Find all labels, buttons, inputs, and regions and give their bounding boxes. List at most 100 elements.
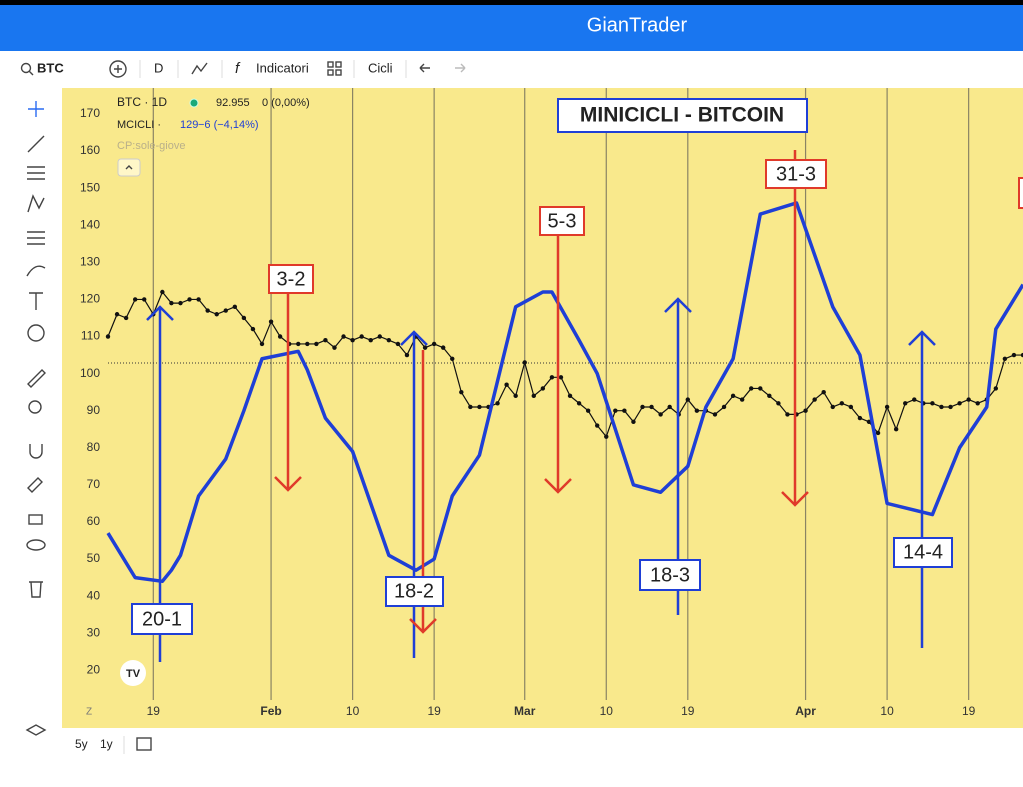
- annotation: 14-4: [903, 541, 943, 563]
- data-point: [649, 404, 654, 410]
- annotation: 31-3: [776, 163, 816, 185]
- app-title: GianTrader: [587, 14, 688, 36]
- text-tool[interactable]: [29, 292, 43, 310]
- data-point: [531, 393, 536, 399]
- data-point: [604, 434, 609, 439]
- unlock-tool[interactable]: [28, 514, 43, 525]
- data-point: [105, 334, 111, 339]
- data-point: [667, 404, 672, 410]
- y-tick-label: 90: [87, 403, 101, 417]
- x-tick-label: Mar: [514, 704, 536, 718]
- data-point: [975, 401, 980, 406]
- arrows: [146, 150, 936, 662]
- delete-tool[interactable]: [29, 581, 43, 598]
- data-point: [359, 334, 364, 339]
- x-tick-label: 19: [147, 704, 161, 718]
- y-tick-label: 140: [80, 217, 100, 231]
- layout-icon: [335, 61, 342, 68]
- lock-draw-tool[interactable]: [27, 477, 43, 493]
- toolbar: [0, 51, 1023, 88]
- x-tick-label: Feb: [260, 704, 281, 718]
- data-point: [839, 401, 845, 406]
- arrow: [781, 150, 809, 507]
- data-point: [404, 352, 410, 358]
- range-button[interactable]: 5y: [75, 737, 88, 751]
- interval-button[interactable]: D: [154, 60, 163, 75]
- data-point: [893, 427, 899, 432]
- data-point: [622, 408, 627, 413]
- date-range-button[interactable]: [136, 737, 152, 751]
- visibility-tool[interactable]: [26, 539, 46, 551]
- ruler-tool[interactable]: [27, 369, 46, 388]
- redo-button[interactable]: [455, 63, 466, 73]
- crosshair-tool[interactable]: [28, 101, 44, 117]
- y-tick-label: 120: [80, 292, 100, 306]
- toolbar-items: BTC D f Indicatori Cicli: [20, 60, 466, 78]
- y-tick-label: 150: [80, 180, 100, 194]
- data-point: [314, 341, 319, 347]
- collapse-icon: [125, 165, 133, 170]
- x-tick-label: 19: [962, 704, 976, 718]
- data-point: [214, 312, 219, 317]
- annotation-box: [765, 159, 827, 189]
- fib-tool[interactable]: [27, 231, 45, 245]
- data-point: [576, 401, 582, 406]
- line-tool[interactable]: [27, 135, 45, 153]
- data-point: [595, 423, 600, 428]
- indicators-button[interactable]: Indicatori: [256, 60, 309, 75]
- data-point: [187, 297, 192, 302]
- range-button[interactable]: 1y: [100, 737, 113, 751]
- legend-indicator: MCICLI ·: [117, 119, 161, 131]
- data-point: [767, 393, 772, 399]
- data-point: [268, 319, 274, 324]
- data-point: [957, 401, 962, 406]
- symbol-button[interactable]: BTC: [37, 60, 64, 75]
- data-point: [1002, 356, 1008, 361]
- y-tick-label: 20: [87, 662, 101, 676]
- chart-background: [62, 88, 1023, 728]
- legend-indicator-value: 129: [180, 119, 198, 131]
- layout-button[interactable]: [327, 61, 342, 76]
- search-icon[interactable]: [20, 62, 32, 74]
- magnet-tool[interactable]: [29, 444, 43, 459]
- data-point: [948, 404, 953, 410]
- y-tick-label: 160: [80, 143, 100, 157]
- data-point: [613, 408, 618, 413]
- emoji-tool[interactable]: [27, 324, 45, 342]
- data-point: [903, 401, 908, 406]
- chart-type-button[interactable]: [191, 62, 208, 75]
- logo-mark: TV: [126, 668, 141, 680]
- data-point: [739, 397, 745, 402]
- brush-tool[interactable]: [26, 265, 46, 277]
- x-tick-label: 10: [346, 704, 360, 718]
- pattern-tool[interactable]: [27, 194, 45, 213]
- data-point: [468, 404, 473, 410]
- channel-tool[interactable]: [27, 166, 45, 180]
- axis-mode[interactable]: Z: [86, 707, 92, 718]
- data-point: [495, 401, 500, 406]
- y-tick-label: 80: [87, 440, 101, 454]
- top-strip: [0, 0, 1023, 5]
- data-point: [205, 308, 210, 313]
- cycles-button[interactable]: Cicli: [368, 60, 393, 75]
- data-point: [142, 297, 147, 302]
- add-button[interactable]: [109, 60, 127, 78]
- annotation-box: [131, 603, 193, 635]
- data-point: [522, 360, 527, 365]
- fx-icon: f: [235, 60, 241, 77]
- data-point: [368, 338, 373, 343]
- zoom-tool[interactable]: [28, 400, 42, 414]
- arrow: [908, 330, 936, 648]
- grid: 20 30 40 50 60 70 80 90 100 110 120 130 140 150 160 170…: [80, 88, 976, 718]
- collapse-button[interactable]: [117, 158, 141, 177]
- layers-button[interactable]: [25, 724, 47, 736]
- data-point: [939, 404, 944, 410]
- data-point: [685, 397, 691, 402]
- data-point: [513, 393, 518, 399]
- data-point: [776, 401, 781, 406]
- data-point: [477, 404, 482, 410]
- undo-button[interactable]: [419, 63, 430, 73]
- legend-indicator-change: −6 (−4,14%): [198, 119, 259, 131]
- data-point: [377, 334, 382, 339]
